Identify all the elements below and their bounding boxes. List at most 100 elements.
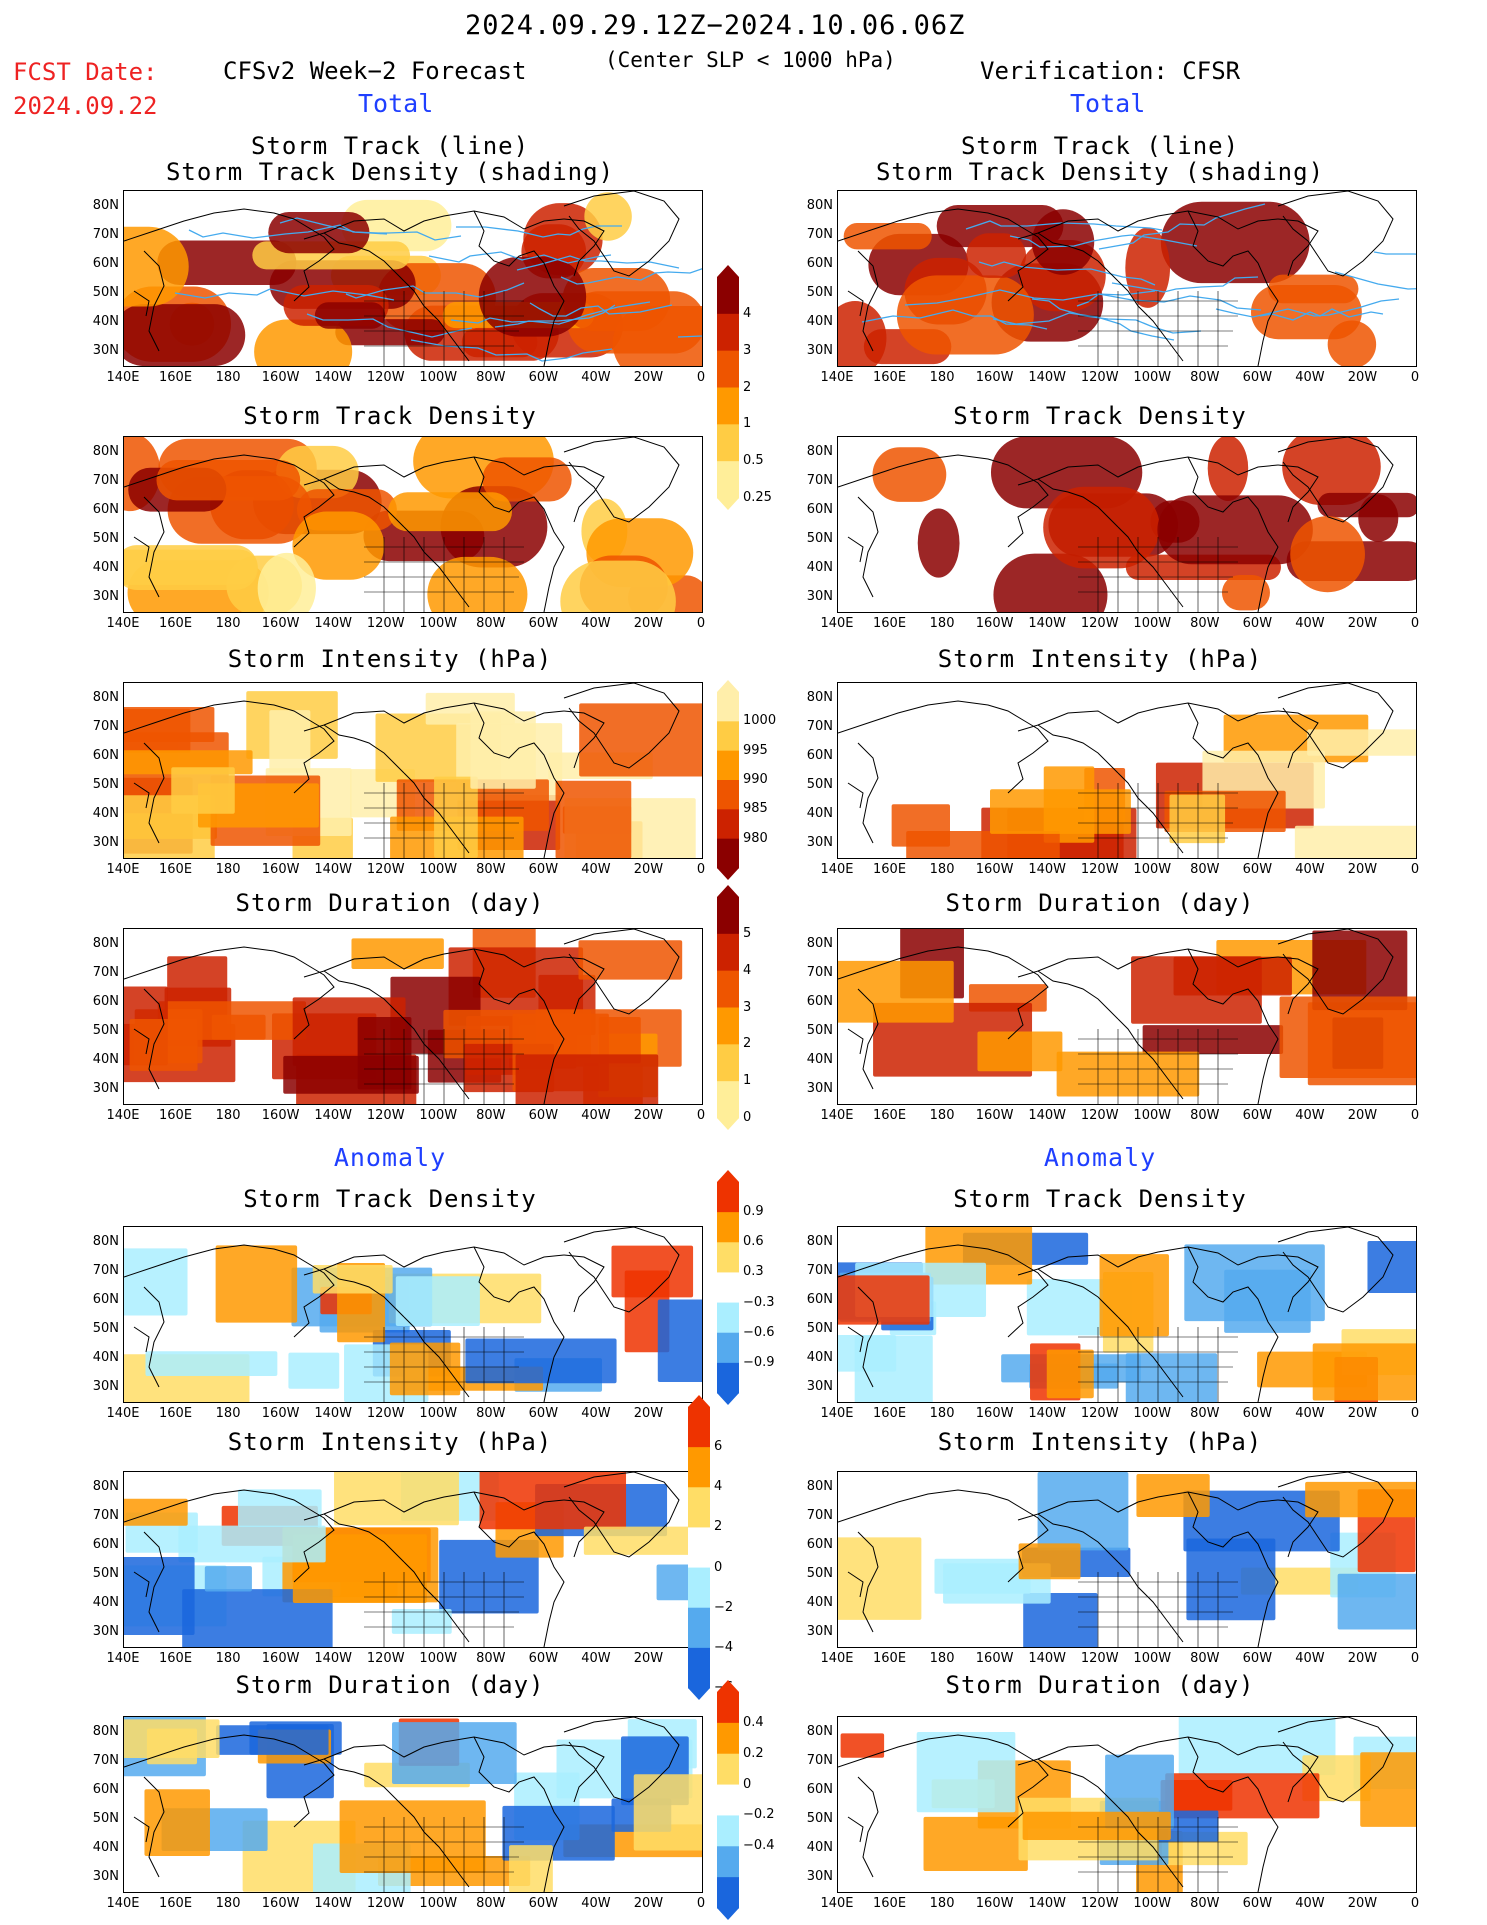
lon-tick-label: 140W (1028, 1651, 1066, 1666)
lon-tick-label: 120W (366, 1406, 405, 1421)
colorbar-label: −0.4 (743, 1838, 775, 1854)
lat-tick-label: 40N (92, 806, 119, 821)
lat-tick-label: 60N (92, 1292, 119, 1307)
lon-tick-label: 160W (261, 1896, 300, 1911)
lat-tick-label: 60N (806, 994, 833, 1009)
shaded-cell (1178, 1717, 1336, 1776)
coastline (303, 724, 405, 774)
storm-track-line (450, 304, 616, 324)
lon-tick-label: 160E (159, 1651, 193, 1666)
shaded-cell (1268, 274, 1359, 304)
shaded-cell (178, 1525, 326, 1563)
lon-tick-label: 20W (1347, 1896, 1378, 1911)
shaded-cell (1312, 1343, 1416, 1401)
coastline (1277, 437, 1394, 523)
coastline (847, 1028, 864, 1055)
coastline (847, 290, 864, 317)
coastline (847, 536, 864, 563)
lon-tick-label: 180 (929, 1108, 955, 1123)
coastline (1277, 956, 1319, 1015)
map-field (124, 1472, 702, 1647)
coastline (1277, 1472, 1394, 1558)
colorbar-segment (688, 1527, 710, 1569)
lon-tick-label: 100W (419, 370, 458, 385)
lon-tick-label: 60W (528, 1651, 559, 1666)
lat-tick-label: 70N (92, 1508, 119, 1523)
storm-track-line (978, 261, 1156, 286)
coastline (1277, 710, 1319, 769)
shaded-cell (840, 1733, 885, 1758)
colorbar-segment (717, 387, 739, 425)
coastline (143, 250, 165, 352)
state-boundaries (364, 1572, 524, 1647)
verification-title: Verification: CFSR (980, 57, 1241, 85)
colorbar-label: 0.3 (743, 1264, 764, 1280)
shaded-cell (1157, 495, 1313, 565)
shaded-cell (124, 1248, 188, 1316)
shaded-cell (1173, 956, 1292, 996)
coastline (403, 772, 470, 854)
coastline (1117, 526, 1184, 608)
coastline (563, 218, 605, 277)
colorbar-tip (717, 868, 739, 880)
colorbar-label: −2 (714, 1599, 734, 1615)
lat-tick-label: 80N (806, 690, 833, 705)
coastline (133, 1028, 150, 1055)
coastline (1037, 1736, 1279, 1760)
criterion-note: (Center SLP < 1000 hPa) (605, 48, 896, 72)
lon-tick-label: 140E (106, 862, 140, 877)
colorbar-segment (717, 1362, 739, 1394)
lon-tick-label: 180 (215, 1108, 241, 1123)
coastline (124, 454, 335, 548)
map-panel-forecast-1 (123, 190, 703, 367)
lon-tick-label: 0 (696, 1108, 706, 1123)
lat-tick-label: 40N (92, 314, 119, 329)
lat-tick-label: 80N (806, 1724, 833, 1739)
coastline (1017, 478, 1119, 528)
lat-tick-label: 30N (806, 1624, 833, 1639)
lon-tick-label: 160W (261, 370, 300, 385)
lat-tick-label: 60N (92, 1537, 119, 1552)
storm-track-line (1111, 276, 1259, 293)
colorbar-tip (717, 1170, 739, 1182)
shaded-cell (584, 192, 632, 241)
lat-tick-label: 80N (806, 444, 833, 459)
coastline (1277, 929, 1394, 1015)
lon-tick-label: 20W (633, 1651, 664, 1666)
title-r6: Storm Intensity (hPa) (937, 1428, 1263, 1456)
lon-tick-label: 0 (696, 616, 706, 631)
shaded-cell (838, 1275, 930, 1325)
lon-tick-label: 180 (215, 1651, 241, 1666)
shaded-cell (515, 1054, 659, 1104)
coastline (857, 1776, 879, 1878)
map-panel-forecast-3 (123, 682, 703, 859)
title-l1a: Storm Track (line) (250, 132, 530, 160)
forecast-title: CFSv2 Week−2 Forecast (223, 57, 527, 85)
lat-tick-label: 60N (92, 1782, 119, 1797)
lon-tick-label: 180 (929, 1896, 955, 1911)
coastline (857, 1286, 879, 1388)
coastline (857, 742, 879, 844)
shaded-cell (1037, 1472, 1129, 1551)
coastline (473, 456, 565, 612)
colorbar-segment (717, 1332, 739, 1364)
map-field (124, 1717, 702, 1892)
lon-tick-label: 180 (929, 616, 955, 631)
lon-tick-label: 120W (366, 1108, 405, 1123)
lon-tick-label: 180 (215, 1896, 241, 1911)
colorbar-tip (717, 498, 739, 510)
colorbar-label: 0.6 (743, 1234, 764, 1250)
coastline (563, 191, 680, 277)
shaded-cell (144, 1789, 210, 1857)
coastline (838, 1489, 1049, 1583)
coastline (563, 1227, 680, 1313)
coastline (1277, 1254, 1319, 1313)
shaded-cell (1169, 794, 1226, 844)
shaded-cell (392, 1722, 517, 1784)
lon-tick-label: 100W (419, 1896, 458, 1911)
coastline (1117, 1018, 1184, 1100)
shaded-cell (482, 457, 572, 502)
lon-tick-label: 0 (1410, 862, 1420, 877)
lat-tick-label: 70N (806, 1508, 833, 1523)
coastline (1117, 280, 1184, 362)
